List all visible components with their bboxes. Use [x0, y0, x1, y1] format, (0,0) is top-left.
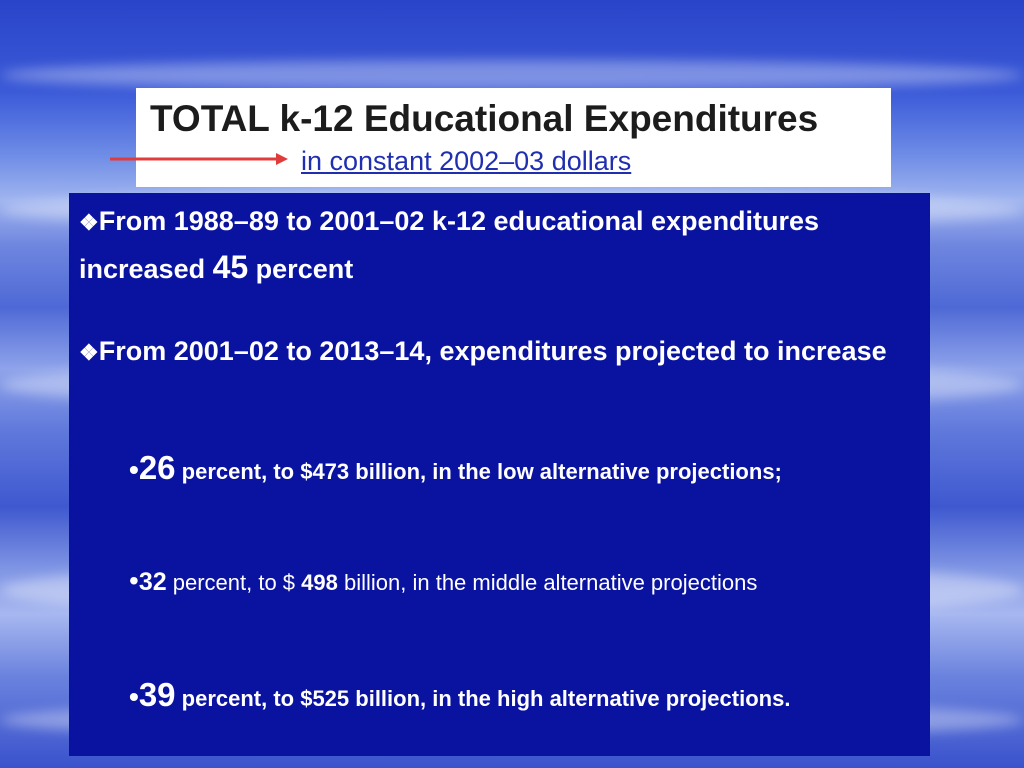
sub-bullet-number: 498 — [301, 570, 338, 595]
sub-bullet-item: •26 percent, to $473 billion, in the low… — [129, 450, 919, 490]
sub-bullet-text: percent, to $ — [166, 570, 302, 595]
slide-subtitle: in constant 2002–03 dollars — [301, 146, 632, 176]
content-box: ❖From 1988–89 to 2001–02 k-12 educationa… — [69, 193, 930, 756]
bullet-text: percent — [248, 254, 354, 284]
sub-bullet-number: 26 — [138, 449, 176, 486]
sub-bullet-number: 39 — [138, 676, 176, 713]
bullet-item: ❖From 1988–89 to 2001–02 k-12 educationa… — [79, 199, 927, 291]
sub-bullet-text: percent, to $525 billion, in the high al… — [175, 686, 791, 711]
arrow-right-icon — [110, 153, 288, 165]
bullet-text: From 1988–89 to 2001–02 k-12 educational… — [79, 206, 820, 284]
sub-bullet-text: billion, in the middle alternative proje… — [337, 570, 758, 595]
background-streak — [0, 60, 1024, 90]
title-box: TOTAL k-12 Educational Expenditures in c… — [136, 88, 891, 187]
sub-bullet-number: 32 — [138, 568, 167, 596]
dot-bullet-icon: • — [129, 681, 139, 712]
sub-bullet-item: •39 percent, to $525 billion, in the hig… — [129, 677, 919, 717]
diamond-bullet-icon: ❖ — [79, 340, 99, 365]
dot-bullet-icon: • — [129, 565, 139, 596]
sub-bullet-item: •32 percent, to $ 498 billion, in the mi… — [129, 563, 919, 601]
bullet-item: ❖From 2001–02 to 2013–14, expenditures p… — [79, 329, 927, 375]
dot-bullet-icon: • — [129, 454, 139, 485]
slide-title: TOTAL k-12 Educational Expenditures — [150, 98, 819, 139]
sub-bullet-text: percent, to $473 billion, in the low alt… — [175, 459, 782, 484]
bullet-emphasis: 45 — [212, 249, 249, 285]
diamond-bullet-icon: ❖ — [79, 210, 99, 235]
bullet-text: From 2001–02 to 2013–14, expenditures pr… — [98, 336, 887, 366]
